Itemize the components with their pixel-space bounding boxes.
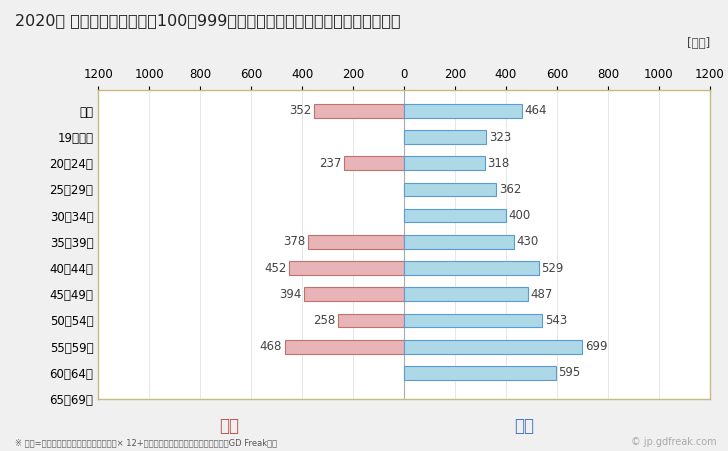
Text: 400: 400 xyxy=(508,209,531,222)
Bar xyxy=(289,261,404,275)
Bar xyxy=(404,156,485,170)
Text: 352: 352 xyxy=(290,104,312,117)
Bar xyxy=(404,130,486,144)
Bar xyxy=(404,314,542,327)
Text: 464: 464 xyxy=(525,104,547,117)
Text: 258: 258 xyxy=(314,314,336,327)
Bar xyxy=(285,340,404,354)
Bar xyxy=(404,366,555,380)
Text: 452: 452 xyxy=(264,262,286,275)
Text: 318: 318 xyxy=(488,157,510,170)
Bar xyxy=(404,261,539,275)
Text: 362: 362 xyxy=(499,183,521,196)
Text: 2020年 民間企業（従業者数100〜999人）フルタイム労働者の男女別平均年収: 2020年 民間企業（従業者数100〜999人）フルタイム労働者の男女別平均年収 xyxy=(15,14,400,28)
Text: [万円]: [万円] xyxy=(687,37,710,50)
Bar xyxy=(404,104,522,118)
Text: 487: 487 xyxy=(531,288,553,301)
Text: 323: 323 xyxy=(489,130,511,143)
Text: 女性: 女性 xyxy=(219,417,240,435)
Text: 237: 237 xyxy=(319,157,341,170)
Text: 430: 430 xyxy=(516,235,539,249)
Text: 529: 529 xyxy=(542,262,563,275)
Bar xyxy=(404,183,496,196)
Bar xyxy=(404,235,513,249)
Bar xyxy=(404,287,528,301)
Bar xyxy=(404,209,506,222)
Text: 595: 595 xyxy=(558,366,580,379)
Text: ※ 年収=「きまって支給する現金給与額」× 12+「年間賞与その他特別給与額」としてGD Freak推計: ※ 年収=「きまって支給する現金給与額」× 12+「年間賞与その他特別給与額」と… xyxy=(15,438,277,447)
Text: 543: 543 xyxy=(545,314,567,327)
Bar xyxy=(304,287,404,301)
Bar xyxy=(344,156,404,170)
Text: 699: 699 xyxy=(585,340,607,353)
Text: 男性: 男性 xyxy=(514,417,534,435)
Bar xyxy=(404,340,582,354)
Text: 468: 468 xyxy=(260,340,282,353)
Text: 378: 378 xyxy=(283,235,305,249)
Bar xyxy=(339,314,404,327)
Bar xyxy=(314,104,404,118)
Text: 394: 394 xyxy=(279,288,301,301)
Bar xyxy=(308,235,404,249)
Text: © jp.gdfreak.com: © jp.gdfreak.com xyxy=(631,437,717,447)
